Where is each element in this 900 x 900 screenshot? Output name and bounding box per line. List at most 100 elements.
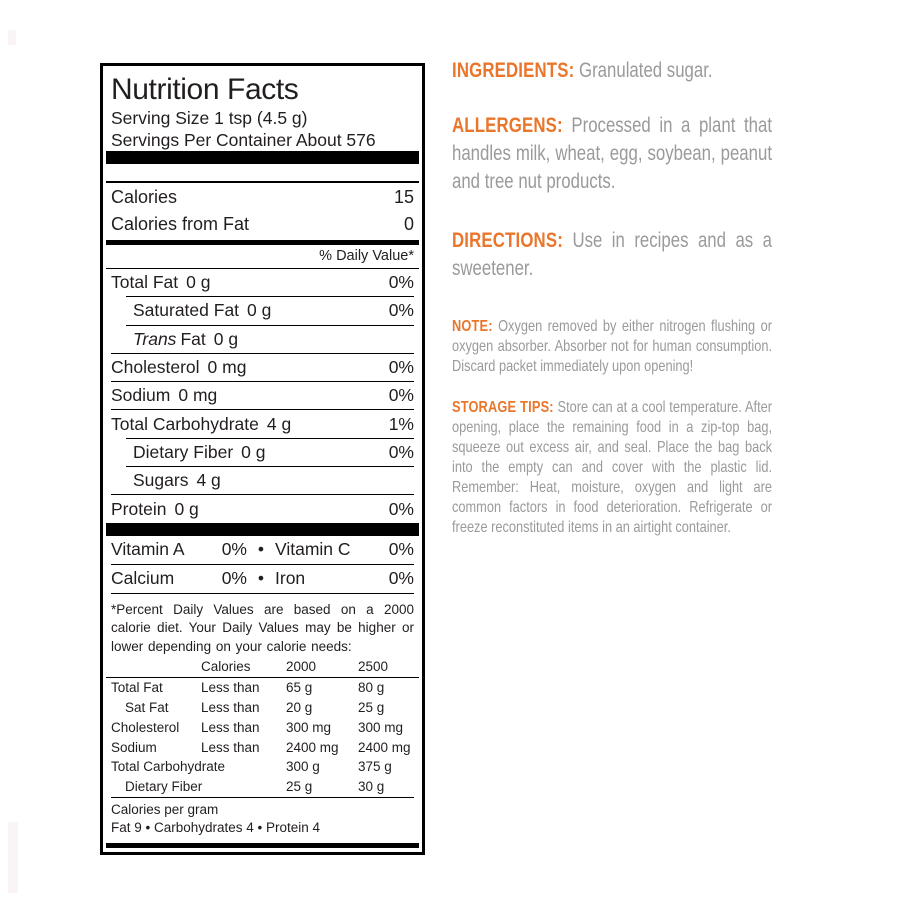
dv-row-name: Total Fat [111, 680, 163, 696]
dv-table-row: Total Carbohydrate 300 g 375 g [111, 757, 414, 777]
dv-table-header: Calories 2000 2500 [111, 657, 414, 677]
nutrient-row-dietary-fiber: Dietary Fiber 0 g 0% [111, 439, 414, 466]
dv-row-name: Dietary Fiber [125, 779, 203, 795]
nutrient-name: Dietary Fiber [133, 441, 234, 462]
calories-value: 15 [393, 187, 414, 207]
nutrient-row-sodium: Sodium 0 mg 0% [111, 382, 414, 409]
divider-line [126, 437, 414, 439]
divider-line [111, 381, 414, 383]
nutrient-row-total-carbohydrate: Total Carbohydrate 4 g 1% [111, 410, 414, 437]
nutrient-dv: 0% [388, 272, 414, 293]
dv-row-name: Cholesterol [111, 719, 180, 735]
storage-tips-section: STORAGE TIPS: Store can at a cool temper… [452, 398, 772, 538]
nutrient-row-trans-fat: Trans Fat 0 g [111, 326, 414, 353]
nutrient-dv: 0% [388, 357, 414, 378]
serving-size: Serving Size 1 tsp (4.5 g) [111, 108, 308, 128]
storage-tips-text: Store can at a cool temperature. After o… [452, 399, 773, 536]
nutrient-amount: 0 mg [207, 357, 247, 378]
dv-row-2000: 20 g [286, 700, 313, 716]
dv-row-qualifier: Less than [201, 719, 260, 735]
dv-table-row: Sodium Less than 2400 mg 2400 mg [111, 738, 414, 758]
nutrient-name: Saturated Fat [133, 300, 240, 321]
spacer [111, 164, 414, 181]
dv-table-row: Total Fat Less than 65 g 80 g [111, 678, 414, 698]
nutrient-name: Sodium [111, 385, 171, 406]
nutrient-dv: 1% [388, 413, 414, 434]
vitamin-c-label: Vitamin C [275, 539, 351, 560]
thick-divider-bar [106, 843, 419, 848]
nutrient-row-saturated-fat: Saturated Fat 0 g 0% [111, 297, 414, 324]
nutrient-amount: 0 g [174, 498, 199, 519]
nutrient-name: Total Carbohydrate [111, 413, 259, 434]
nutrient-dv: 0% [388, 441, 414, 462]
dv-row-2000: 25 g [286, 779, 313, 795]
dv-row-2500: 80 g [358, 680, 385, 696]
nutrient-row-protein: Protein 0 g 0% [111, 495, 414, 522]
dv-header-2000: 2000 [286, 659, 317, 675]
divider-line [111, 592, 414, 594]
note-section: NOTE: Oxygen removed by either nitrogen … [452, 317, 772, 377]
nutrient-amount: 0 g [213, 328, 239, 349]
nutrient-row-sugars: Sugars 4 g [111, 467, 414, 494]
dv-row-name: Sodium [111, 739, 157, 755]
nutrient-amount: 4 g [266, 413, 292, 434]
thick-divider-bar [106, 522, 419, 536]
dv-row-2000: 300 mg [286, 719, 332, 735]
daily-value-header: % Daily Value* [319, 248, 414, 264]
divider-line [111, 494, 414, 496]
calories-from-fat-value: 0 [403, 213, 414, 234]
dv-table-row: Dietary Fiber 25 g 30 g [111, 777, 414, 797]
medium-divider-bar [106, 240, 419, 245]
note-label: NOTE: [452, 318, 493, 335]
divider-line [126, 296, 414, 298]
nutrient-amount: 0 g [186, 272, 211, 293]
nutrient-amount: 0 g [241, 441, 266, 462]
calcium-label: Calcium [111, 568, 175, 589]
nutrition-facts-title: Nutrition Facts [111, 73, 299, 106]
dv-row-name: Sat Fat [125, 700, 169, 716]
directions-text: Use in recipes and as a sweetener. [452, 229, 772, 280]
dv-row-name: Total Carbohydrate [111, 759, 226, 775]
dv-table-row: Sat Fat Less than 20 g 25 g [111, 698, 414, 718]
thick-divider-bar [106, 151, 419, 164]
divider-line [106, 268, 419, 269]
calcium-value: 0% [221, 568, 247, 589]
dv-row-2000: 65 g [286, 680, 313, 696]
allergens-section: ALLERGENS: Processed in a plant that han… [452, 112, 772, 196]
dv-row-2500: 30 g [358, 779, 385, 795]
vitamin-c-value: 0% [388, 539, 414, 560]
ingredients-section: INGREDIENTS: Granulated sugar. [452, 57, 772, 85]
divider-line [106, 677, 419, 679]
nutrient-name: Fat [180, 328, 206, 349]
dv-table-row: Cholesterol Less than 300 mg 300 mg [111, 718, 414, 738]
allergens-label: ALLERGENS: [452, 114, 563, 137]
dv-row-2500: 300 mg [358, 719, 404, 735]
divider-line [111, 409, 414, 411]
dv-row-2500: 375 g [358, 759, 392, 775]
dv-row-2500: 25 g [358, 700, 385, 716]
dv-row-2000: 300 g [286, 759, 320, 775]
dv-row-2000: 2400 mg [286, 739, 339, 755]
registration-mark-top [8, 30, 16, 45]
nutrient-dv: 0% [388, 385, 414, 406]
dv-row-2500: 2400 mg [358, 739, 411, 755]
nutrition-facts-panel: Nutrition Facts Serving Size 1 tsp (4.5 … [100, 63, 425, 855]
calories-from-fat-label: Calories from Fat [111, 213, 250, 234]
calories-per-gram-values: Fat 9 • Carbohydrates 4 • Protein 4 [111, 820, 321, 836]
nutrient-name-italic: Trans [133, 328, 177, 349]
bullet-separator: • [257, 539, 265, 560]
product-info-column: INGREDIENTS: Granulated sugar. ALLERGENS… [452, 57, 772, 559]
divider-line [106, 181, 419, 183]
divider-line [111, 797, 414, 799]
note-text: Oxygen removed by either nitrogen flushi… [452, 318, 772, 375]
nutrient-dv: 0% [388, 498, 414, 519]
nutrient-dv: 0% [388, 300, 414, 321]
directions-label: DIRECTIONS: [452, 229, 563, 252]
nutrient-name: Sugars [133, 470, 189, 491]
nutrient-amount: 0 g [247, 300, 272, 321]
bullet-separator: • [257, 568, 265, 589]
iron-label: Iron [275, 568, 306, 589]
dv-row-qualifier: Less than [201, 680, 260, 696]
nutrient-row-total-fat: Total Fat 0 g 0% [111, 269, 414, 296]
ingredients-text: Granulated sugar. [579, 59, 713, 82]
